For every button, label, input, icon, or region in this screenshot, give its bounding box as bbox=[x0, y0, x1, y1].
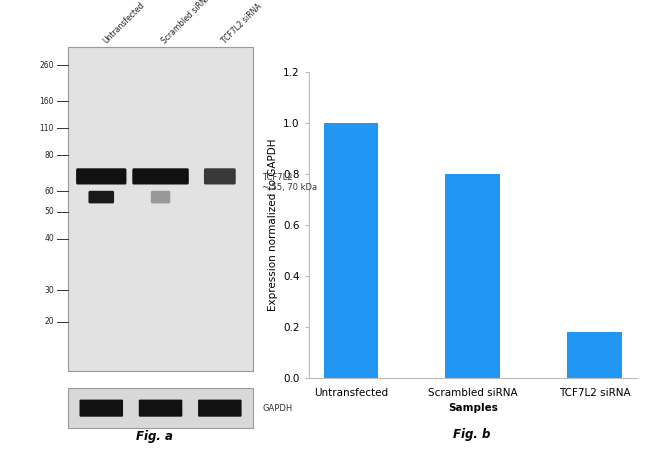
X-axis label: Samples: Samples bbox=[448, 403, 498, 413]
Text: Fig. a: Fig. a bbox=[136, 430, 173, 443]
FancyBboxPatch shape bbox=[88, 191, 114, 203]
Text: 110: 110 bbox=[40, 124, 54, 133]
Text: GAPDH: GAPDH bbox=[263, 404, 292, 413]
FancyBboxPatch shape bbox=[133, 168, 188, 184]
FancyBboxPatch shape bbox=[76, 168, 127, 184]
FancyBboxPatch shape bbox=[79, 400, 123, 417]
Text: TCF7L2
~ 55, 70 kDa: TCF7L2 ~ 55, 70 kDa bbox=[263, 172, 318, 192]
Text: Scrambled siRNA: Scrambled siRNA bbox=[161, 0, 213, 45]
FancyBboxPatch shape bbox=[151, 191, 170, 203]
Text: TCF7L2 siRNA: TCF7L2 siRNA bbox=[220, 1, 263, 45]
Text: 20: 20 bbox=[44, 317, 54, 326]
FancyBboxPatch shape bbox=[139, 400, 182, 417]
Text: Fig. b: Fig. b bbox=[452, 428, 490, 441]
Text: 260: 260 bbox=[40, 61, 54, 70]
Bar bbox=[445, 174, 501, 378]
Bar bbox=[324, 123, 378, 378]
Text: 60: 60 bbox=[44, 187, 54, 196]
FancyBboxPatch shape bbox=[68, 388, 253, 428]
Text: Untransfected: Untransfected bbox=[101, 0, 146, 45]
Text: 40: 40 bbox=[44, 234, 54, 243]
Text: 50: 50 bbox=[44, 207, 54, 216]
Y-axis label: Expression normalized to GAPDH: Expression normalized to GAPDH bbox=[268, 139, 278, 311]
FancyBboxPatch shape bbox=[198, 400, 242, 417]
Text: 80: 80 bbox=[44, 151, 54, 160]
FancyBboxPatch shape bbox=[204, 168, 236, 184]
Bar bbox=[567, 332, 622, 378]
FancyBboxPatch shape bbox=[68, 47, 253, 371]
Text: 30: 30 bbox=[44, 286, 54, 295]
Text: 160: 160 bbox=[40, 97, 54, 106]
